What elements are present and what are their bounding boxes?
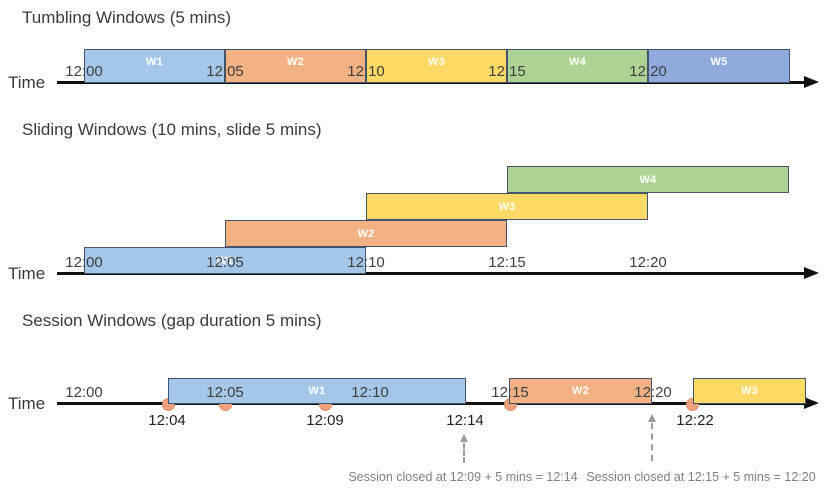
window-bar-w1: W1: [168, 378, 466, 404]
window-bar-w2: W2: [225, 49, 366, 83]
window-label: W3: [427, 55, 446, 68]
diagram-title: Sliding Windows (10 mins, slide 5 mins): [22, 120, 322, 139]
window-label: W1: [308, 385, 326, 397]
window-label: W2: [286, 55, 305, 68]
window-bar-w5: W5: [648, 49, 790, 83]
window-bar-w2: W2: [225, 220, 507, 247]
window-label: W1: [216, 254, 234, 267]
window-label: W1: [145, 55, 164, 68]
axis-tick-label: 12:20: [629, 63, 667, 80]
dashed-up-arrowhead-icon: [460, 434, 468, 442]
event-dot: [319, 398, 332, 411]
session-closed-annotation: Session closed at 12:09 + 5 mins = 12:14: [348, 470, 578, 484]
axis-tick-label: 12:00: [65, 254, 103, 271]
axis-tick-label: 12:00: [65, 63, 103, 80]
window-label: W2: [571, 385, 590, 397]
window-bar-w1: W1: [84, 247, 366, 274]
time-axis: [57, 81, 807, 84]
window-label: W4: [639, 173, 657, 186]
axis-tick-label: 12:15: [488, 63, 526, 80]
time-axis-label: Time: [8, 394, 46, 413]
axis-tick-label: 12:10: [347, 254, 385, 271]
time-axis-label: Time: [8, 73, 46, 92]
dashed-arrow-line: [463, 443, 465, 463]
event-dot: [162, 398, 175, 411]
session-closed-annotation: Session closed at 12:15 + 5 mins = 12:20: [586, 470, 816, 484]
axis-tick-label: 12:15: [488, 254, 526, 271]
axis-tick-label: 12:05: [206, 63, 244, 80]
event-dot: [219, 398, 232, 411]
event-dot: [686, 398, 699, 411]
window-label: W2: [357, 227, 375, 240]
window-bar-w3: W3: [693, 378, 806, 404]
event-time-label: 12:22: [676, 412, 714, 429]
window-bar-w3: W3: [366, 49, 507, 83]
event-time-label: 12:09: [306, 412, 344, 429]
window-label: W5: [710, 55, 728, 68]
event-time-label: 12:04: [148, 412, 186, 429]
time-axis: [57, 272, 807, 275]
time-axis-arrowhead-icon: [804, 397, 819, 409]
window-label: W3: [740, 385, 759, 397]
window-bar-w2: W2: [509, 378, 652, 404]
axis-tick-label: 12:20: [634, 384, 672, 401]
window-bar-w1: W1: [84, 49, 225, 83]
axis-tick-label: 12:20: [629, 254, 667, 271]
window-bar-w4: W4: [507, 49, 648, 83]
axis-tick-label: 12:05: [206, 254, 244, 271]
axis-tick-label: 12:15: [491, 384, 529, 401]
axis-tick-label: 12:10: [351, 384, 389, 401]
window-bar-w4: W4: [507, 166, 789, 193]
diagram-title: Session Windows (gap duration 5 mins): [22, 311, 322, 330]
dashed-arrow-line: [651, 423, 653, 461]
window-label: W3: [498, 200, 516, 213]
window-label: W4: [568, 55, 587, 68]
time-axis-label: Time: [8, 264, 46, 283]
dashed-up-arrowhead-icon: [648, 414, 656, 422]
axis-tick-label: 12:10: [347, 63, 385, 80]
event-time-label: 12:14: [446, 412, 484, 429]
window-bar-w3: W3: [366, 193, 648, 220]
event-dot: [504, 398, 517, 411]
time-axis-arrowhead-icon: [804, 267, 819, 279]
axis-tick-label: 12:05: [206, 384, 244, 401]
time-axis-arrowhead-icon: [804, 76, 819, 88]
diagram-title: Tumbling Windows (5 mins): [22, 8, 232, 27]
time-axis: [57, 402, 807, 405]
axis-tick-label: 12:00: [65, 384, 103, 401]
